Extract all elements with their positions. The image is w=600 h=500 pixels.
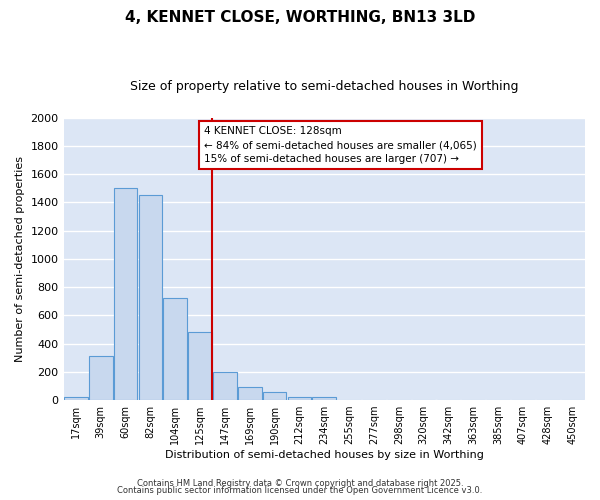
Bar [287,396,311,400]
Text: Contains HM Land Registry data © Crown copyright and database right 2025.: Contains HM Land Registry data © Crown c… [137,478,463,488]
Bar [263,392,286,400]
Bar [238,388,262,400]
Bar [89,356,113,400]
Bar [64,398,88,400]
Y-axis label: Number of semi-detached properties: Number of semi-detached properties [15,156,25,362]
Bar [313,398,336,400]
Bar [213,372,237,400]
X-axis label: Distribution of semi-detached houses by size in Worthing: Distribution of semi-detached houses by … [165,450,484,460]
Bar [188,332,212,400]
Title: Size of property relative to semi-detached houses in Worthing: Size of property relative to semi-detach… [130,80,518,93]
Text: Contains public sector information licensed under the Open Government Licence v3: Contains public sector information licen… [118,486,482,495]
Text: 4, KENNET CLOSE, WORTHING, BN13 3LD: 4, KENNET CLOSE, WORTHING, BN13 3LD [125,10,475,25]
Bar [163,298,187,400]
Bar [139,196,162,400]
Bar [114,188,137,400]
Text: 4 KENNET CLOSE: 128sqm
← 84% of semi-detached houses are smaller (4,065)
15% of : 4 KENNET CLOSE: 128sqm ← 84% of semi-det… [205,126,477,164]
